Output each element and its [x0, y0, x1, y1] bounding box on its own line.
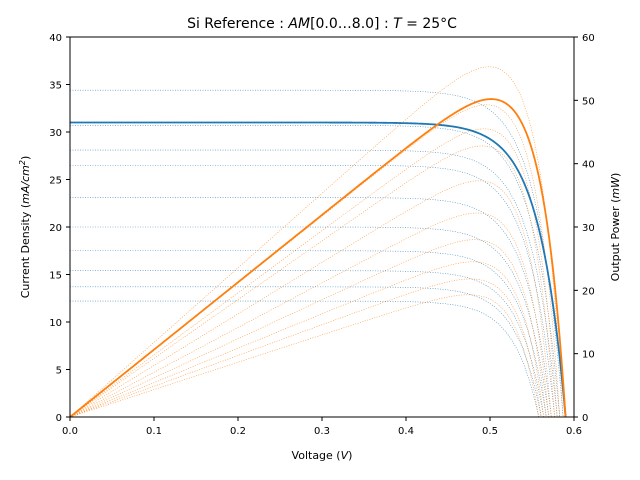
x-tick-label: 0.5: [482, 426, 498, 437]
family-5-current-line: [70, 197, 552, 418]
family-9-power-line: [69, 278, 542, 418]
family-1-power-line: [69, 66, 564, 418]
x-tick-label: 0.0: [62, 426, 78, 437]
x-tick-label: 0.4: [398, 426, 414, 437]
y-axis-right-label: Output Power (mW): [609, 173, 622, 282]
x-axis-label: Voltage (V): [292, 449, 353, 462]
y-right-tick-label: 20: [582, 286, 595, 297]
y-left-tick-label: 40: [49, 33, 62, 44]
family-9-current-line: [70, 286, 542, 418]
y-left-tick-label: 20: [49, 223, 62, 234]
x-tick-label: 0.6: [566, 426, 582, 437]
family-10-current-line: [70, 300, 540, 418]
y-right-tick-label: 60: [582, 33, 595, 44]
y-left-tick-label: 25: [49, 176, 62, 187]
family-5-power-line: [69, 180, 552, 418]
y-left-tick-label: 15: [49, 271, 62, 282]
y-left-tick-label: 35: [49, 81, 62, 92]
family-3-power-line: [69, 128, 558, 418]
family-4-power-line: [69, 145, 555, 418]
y-left-tick-label: 30: [49, 128, 62, 139]
y-right-tick-label: 50: [582, 96, 595, 107]
reference-power-line: [69, 98, 567, 418]
family-7-power-line: [69, 239, 547, 418]
x-tick-label: 0.2: [230, 426, 246, 437]
reference-current-line: [70, 121, 567, 418]
y-right-tick-label: 30: [582, 223, 595, 234]
family-8-current-line: [70, 270, 545, 418]
family-2-power-line: [69, 104, 561, 418]
family-1-current-line: [70, 89, 564, 418]
family-6-power-line: [69, 212, 550, 418]
y-right-tick-label: 0: [582, 413, 588, 424]
y-right-tick-label: 10: [582, 350, 595, 361]
family-7-current-line: [70, 250, 547, 418]
x-tick-label: 0.1: [146, 426, 162, 437]
family-8-power-line: [69, 261, 545, 418]
y-left-tick-label: 0: [56, 413, 62, 424]
y-left-tick-label: 10: [49, 318, 62, 329]
x-tick-label: 0.3: [314, 426, 330, 437]
curves-layer: [69, 66, 567, 418]
ticks-layer: 0.0 0.1 0.2 0.3 0.4 0.5 0.60510152025303540010…: [49, 33, 594, 437]
chart-title: Si Reference : AM[0.0…8.0] : T = 25°C: [187, 16, 457, 32]
y-left-tick-label: 5: [56, 366, 62, 377]
y-right-tick-label: 40: [582, 160, 595, 171]
family-4-current-line: [70, 164, 555, 418]
y-axis-left-label: Current Density (mA/cm2): [18, 156, 33, 299]
